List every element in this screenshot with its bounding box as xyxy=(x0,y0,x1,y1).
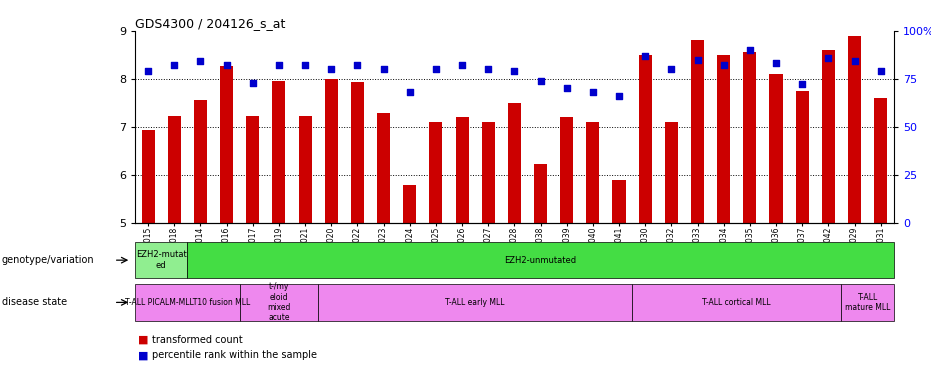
Point xyxy=(193,58,208,65)
Text: T-ALL cortical MLL: T-ALL cortical MLL xyxy=(703,298,771,307)
Text: t-/my
eloid
mixed
acute: t-/my eloid mixed acute xyxy=(267,282,290,323)
Point xyxy=(428,66,443,72)
Point xyxy=(402,89,417,95)
Point xyxy=(821,55,836,61)
Bar xyxy=(299,116,312,223)
Bar xyxy=(273,81,286,223)
Bar xyxy=(848,36,861,223)
Bar xyxy=(351,82,364,223)
Bar xyxy=(796,91,809,223)
Point xyxy=(612,93,627,99)
Bar xyxy=(560,117,573,223)
Text: disease state: disease state xyxy=(2,297,67,308)
Point xyxy=(716,62,731,68)
Point xyxy=(376,66,391,72)
Bar xyxy=(481,122,494,223)
Text: percentile rank within the sample: percentile rank within the sample xyxy=(152,350,317,360)
Point xyxy=(560,85,574,91)
Text: GDS4300 / 204126_s_at: GDS4300 / 204126_s_at xyxy=(135,17,286,30)
Point xyxy=(272,62,287,68)
Text: EZH2-unmutated: EZH2-unmutated xyxy=(505,256,576,265)
Point xyxy=(324,66,339,72)
Bar xyxy=(194,100,207,223)
Bar xyxy=(743,52,756,223)
Bar xyxy=(691,40,704,223)
Text: ■: ■ xyxy=(138,350,148,360)
Bar xyxy=(429,122,442,223)
Bar xyxy=(587,122,600,223)
Bar xyxy=(220,66,233,223)
Bar xyxy=(632,284,842,321)
Point xyxy=(506,68,521,74)
Bar xyxy=(842,284,894,321)
Bar xyxy=(168,116,181,223)
Point xyxy=(350,62,365,68)
Bar xyxy=(822,50,835,223)
Text: T-ALL
mature MLL: T-ALL mature MLL xyxy=(845,293,890,312)
Bar xyxy=(142,130,155,223)
Bar xyxy=(717,55,730,223)
Bar xyxy=(377,113,390,223)
Bar xyxy=(246,116,259,223)
Text: transformed count: transformed count xyxy=(152,335,242,345)
Bar xyxy=(534,164,547,223)
Point xyxy=(664,66,679,72)
Bar xyxy=(325,79,338,223)
Point xyxy=(298,62,313,68)
Point xyxy=(167,62,182,68)
Point xyxy=(245,79,260,86)
Bar xyxy=(239,284,318,321)
Text: T-ALL PICALM-MLLT10 fusion MLL: T-ALL PICALM-MLLT10 fusion MLL xyxy=(125,298,250,307)
Bar xyxy=(770,74,783,223)
Point xyxy=(742,47,757,53)
Bar xyxy=(613,180,626,223)
Point xyxy=(219,62,234,68)
Point xyxy=(586,89,600,95)
Bar xyxy=(403,185,416,223)
Bar xyxy=(135,242,187,278)
Bar xyxy=(874,98,887,223)
Bar xyxy=(455,117,468,223)
Point xyxy=(873,68,888,74)
Point xyxy=(141,68,155,74)
Text: EZH2-mutat
ed: EZH2-mutat ed xyxy=(136,250,186,270)
Point xyxy=(795,81,810,88)
Bar xyxy=(135,284,239,321)
Point xyxy=(847,58,862,65)
Point xyxy=(454,62,469,68)
Text: genotype/variation: genotype/variation xyxy=(2,255,94,265)
Bar xyxy=(639,55,652,223)
Point xyxy=(769,60,784,66)
Bar xyxy=(507,103,521,223)
Bar xyxy=(318,284,632,321)
Bar xyxy=(665,122,678,223)
Text: T-ALL early MLL: T-ALL early MLL xyxy=(445,298,505,307)
Point xyxy=(480,66,495,72)
Point xyxy=(533,78,548,84)
Point xyxy=(690,56,705,63)
Text: ■: ■ xyxy=(138,335,148,345)
Point xyxy=(638,53,653,59)
